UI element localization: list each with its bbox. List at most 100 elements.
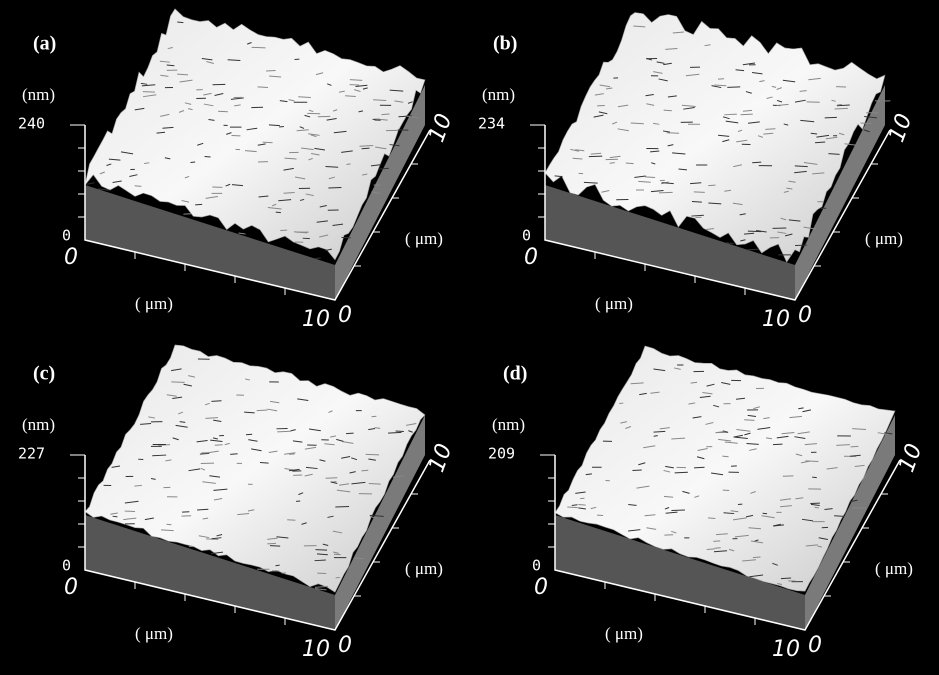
texture — [296, 129, 309, 132]
texture — [617, 128, 629, 132]
texture — [205, 417, 219, 419]
texture — [257, 143, 266, 146]
texture — [159, 60, 170, 63]
texture — [781, 432, 795, 435]
texture — [685, 73, 700, 77]
texture — [690, 182, 702, 185]
texture — [234, 104, 241, 107]
texture — [407, 101, 413, 104]
z-max: 209 — [488, 445, 515, 463]
texture — [333, 551, 339, 554]
texture — [325, 477, 338, 479]
texture — [160, 113, 170, 117]
texture — [732, 517, 747, 521]
texture — [706, 383, 715, 387]
texture — [733, 164, 742, 168]
texture — [628, 503, 637, 506]
texture — [742, 559, 757, 562]
texture — [803, 161, 818, 165]
texture — [110, 512, 118, 515]
texture — [287, 519, 296, 521]
texture — [724, 189, 732, 192]
panel-label: (d) — [503, 363, 527, 385]
texture — [665, 48, 678, 50]
texture — [171, 368, 182, 372]
texture — [202, 517, 209, 520]
texture — [294, 176, 306, 180]
texture — [179, 421, 186, 423]
texture — [144, 517, 154, 521]
texture — [332, 530, 343, 534]
texture — [653, 71, 663, 74]
texture — [175, 424, 188, 428]
texture — [742, 109, 753, 112]
x-unit: ( μm) — [135, 624, 173, 643]
texture — [744, 432, 751, 436]
y-unit: ( μm) — [405, 229, 443, 248]
texture — [777, 582, 783, 585]
texture — [152, 454, 167, 457]
texture — [211, 400, 222, 402]
texture — [678, 168, 688, 171]
texture — [805, 544, 818, 547]
texture — [370, 164, 382, 167]
texture — [747, 414, 757, 418]
texture — [826, 467, 838, 470]
texture — [682, 490, 690, 494]
texture — [567, 506, 578, 509]
texture — [836, 103, 842, 106]
texture — [258, 195, 269, 198]
x-start: 0 — [524, 245, 538, 270]
texture — [815, 141, 826, 144]
texture — [638, 462, 646, 466]
texture — [810, 503, 820, 506]
texture — [299, 198, 305, 201]
texture — [653, 122, 660, 125]
texture — [646, 527, 657, 530]
texture — [368, 427, 376, 431]
texture — [718, 134, 730, 137]
texture — [722, 116, 730, 120]
texture — [733, 434, 743, 438]
texture — [780, 217, 787, 221]
texture — [617, 104, 629, 108]
x-start: 0 — [64, 245, 78, 270]
texture — [269, 545, 281, 547]
z-max: 240 — [18, 115, 45, 133]
texture — [305, 466, 318, 470]
texture — [702, 392, 713, 395]
texture — [752, 72, 763, 75]
texture — [171, 381, 185, 383]
texture — [665, 465, 674, 469]
texture — [583, 181, 598, 184]
texture — [776, 99, 783, 103]
texture — [165, 459, 172, 462]
texture — [304, 114, 311, 118]
texture — [346, 163, 351, 165]
texture — [342, 441, 354, 444]
texture — [247, 42, 252, 45]
texture — [244, 150, 257, 153]
texture — [341, 150, 353, 153]
surface — [544, 12, 886, 263]
z-unit: (nm) — [22, 85, 55, 104]
texture — [609, 162, 615, 164]
texture — [653, 430, 666, 433]
texture — [288, 99, 295, 102]
texture — [585, 473, 593, 476]
texture — [723, 512, 735, 515]
texture — [288, 468, 300, 472]
texture — [204, 155, 211, 158]
texture — [231, 184, 244, 187]
texture — [211, 537, 222, 540]
texture — [349, 471, 356, 474]
texture — [794, 436, 806, 439]
texture — [327, 83, 332, 86]
texture — [753, 406, 760, 410]
texture — [795, 497, 804, 500]
texture — [714, 84, 727, 87]
texture — [389, 144, 400, 147]
texture — [267, 542, 277, 545]
